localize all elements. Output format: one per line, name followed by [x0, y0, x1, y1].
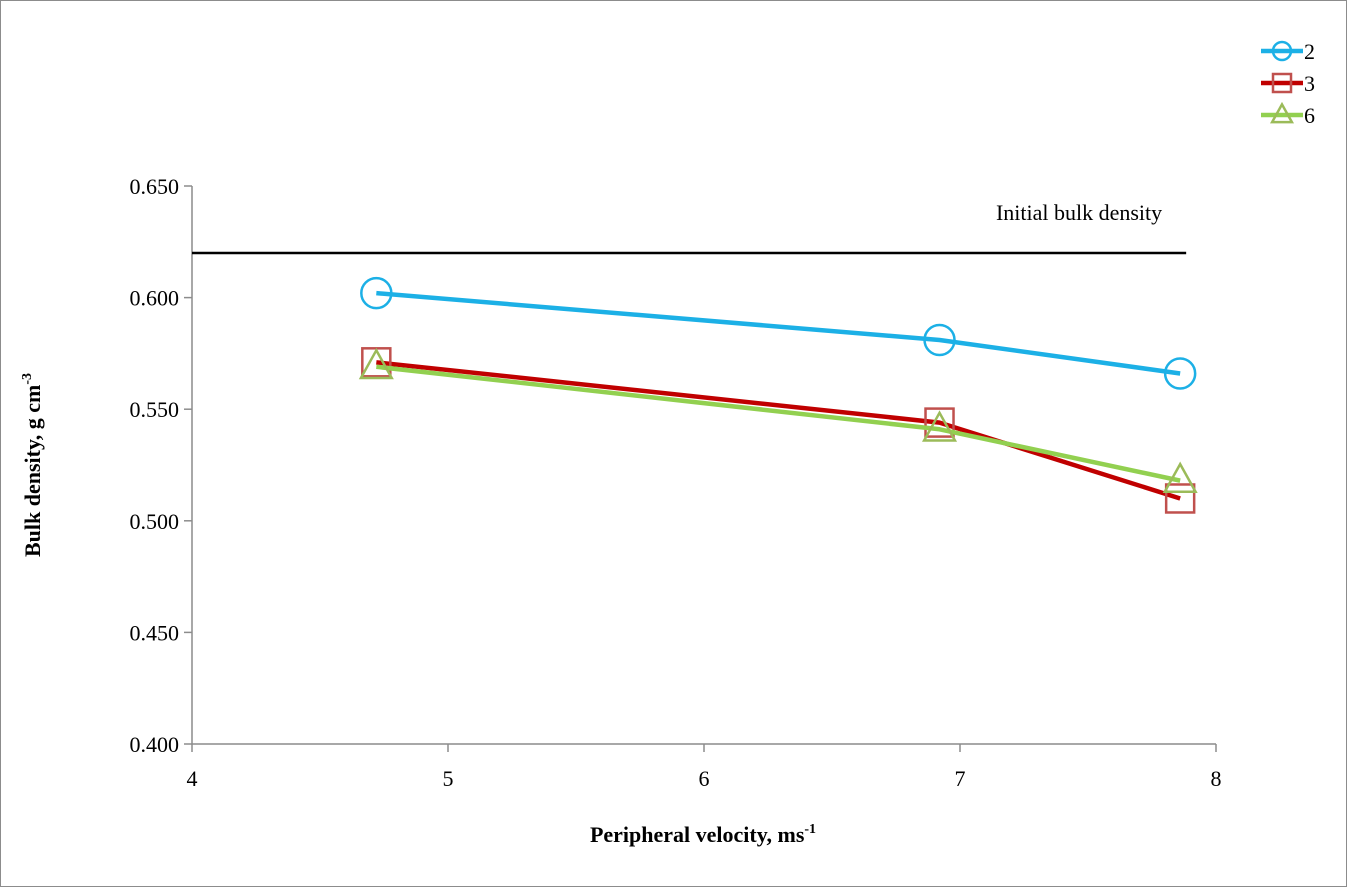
data-point — [1163, 357, 1197, 390]
y-tick-label: 0.650 — [130, 174, 180, 199]
legend-entry: 6 — [1261, 101, 1315, 128]
legend: 2 3 6 — [1261, 39, 1315, 128]
axes: 0.400 0.450 0.500 0.550 0.600 0.650 4 5 6 7 8 — [130, 174, 1222, 791]
series-line — [376, 364, 1181, 483]
series-2 — [360, 276, 1197, 390]
data-point — [358, 347, 394, 380]
x-tick-label: 4 — [187, 766, 198, 791]
data-point — [360, 276, 393, 310]
legend-label: 3 — [1304, 71, 1315, 96]
data-point — [1164, 483, 1196, 514]
data-point — [1162, 461, 1198, 494]
data-point — [924, 407, 955, 438]
legend-label: 6 — [1304, 103, 1315, 128]
legend-marker — [1271, 40, 1293, 62]
y-tick-label: 0.500 — [130, 509, 180, 534]
x-axis-title: Peripheral velocity, ms-1 — [590, 822, 816, 847]
data-point — [921, 410, 958, 442]
legend-entry: 2 — [1261, 39, 1315, 64]
y-tick-label: 0.450 — [130, 620, 180, 645]
y-tick-label: 0.600 — [130, 286, 180, 311]
x-tick-label: 8 — [1211, 766, 1222, 791]
x-tick-label: 5 — [443, 766, 454, 791]
series-3 — [361, 347, 1196, 514]
reference-line-group: Initial bulk density — [192, 200, 1187, 255]
y-tick-label: 0.400 — [130, 732, 180, 757]
series-line — [376, 290, 1181, 376]
series-6 — [358, 347, 1198, 494]
x-tick-label: 6 — [699, 766, 710, 791]
legend-label: 2 — [1304, 39, 1315, 64]
series-group — [358, 276, 1198, 514]
data-point — [923, 323, 956, 357]
legend-marker — [1271, 72, 1293, 94]
x-tick-label: 7 — [955, 766, 966, 791]
legend-marker — [1269, 101, 1295, 124]
legend-entry: 3 — [1261, 71, 1315, 96]
reference-line-label: Initial bulk density — [996, 200, 1162, 225]
series-line — [376, 360, 1181, 501]
y-tick-label: 0.550 — [130, 397, 180, 422]
y-axis-title: Bulk density, g cm-3 — [20, 373, 45, 557]
